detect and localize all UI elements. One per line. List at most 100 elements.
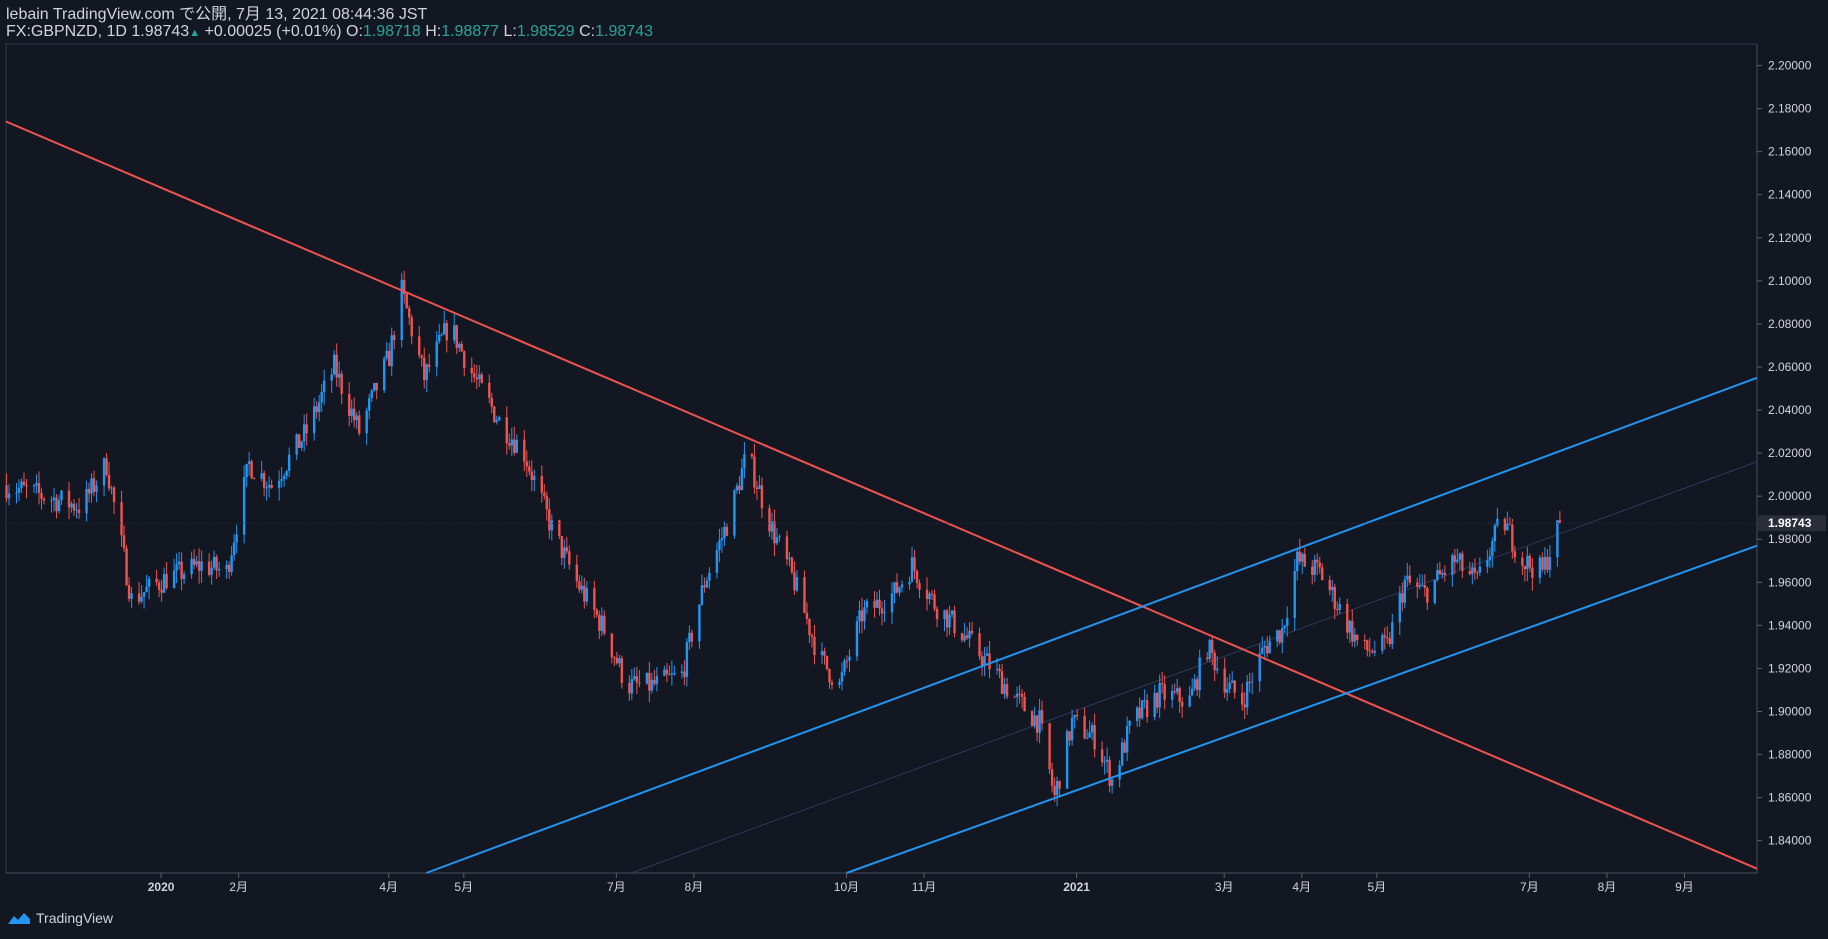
candle-body — [1451, 555, 1454, 575]
candle-body — [1000, 671, 1004, 694]
candle-body — [297, 434, 301, 448]
candle-body — [453, 325, 456, 341]
candle-body — [57, 500, 61, 512]
candle-body — [52, 497, 56, 501]
candle-body — [910, 557, 914, 582]
candle-body — [312, 406, 316, 434]
trendline-channel-upper[interactable] — [425, 376, 1758, 874]
candle-body — [182, 574, 186, 579]
candle-body — [915, 570, 919, 584]
candle-body — [1346, 604, 1349, 633]
candle-body — [1188, 695, 1191, 707]
candle-body — [523, 439, 526, 462]
candle-body — [1331, 586, 1334, 591]
candle-body — [420, 355, 423, 358]
candle-body — [1193, 679, 1196, 689]
candle-body — [1383, 635, 1386, 638]
trendlines-layer[interactable] — [5, 120, 1758, 874]
candle-body — [70, 503, 73, 508]
candle-body — [533, 475, 536, 481]
trendline-channel-lower[interactable] — [846, 544, 1758, 874]
candle-body — [37, 483, 41, 493]
candle-body — [1328, 580, 1331, 591]
candle-body — [778, 536, 781, 538]
time-tick-label: 8月 — [1598, 880, 1617, 894]
candle-body — [1436, 570, 1439, 580]
candle-body — [708, 572, 711, 581]
candle-body — [1241, 692, 1244, 705]
candle-body — [1128, 720, 1131, 727]
candle-body — [140, 596, 143, 602]
candle-body — [600, 615, 604, 631]
candle-body — [665, 669, 669, 675]
candle-body — [793, 572, 796, 591]
candle-body — [42, 498, 46, 501]
candle-body — [165, 574, 168, 589]
candle-body — [1038, 710, 1041, 733]
candle-body — [458, 343, 461, 348]
candle-body — [1468, 570, 1472, 575]
time-axis[interactable]: 2020 2月 4月 5月 7月 8月 10月 11月 2021 3月 4月 5月 7月 8月 9月 — [148, 873, 1694, 894]
candle-body — [1543, 556, 1547, 570]
candle-body — [928, 593, 931, 600]
candle-body — [40, 492, 43, 499]
candle-body — [215, 556, 218, 571]
candle-body — [823, 651, 826, 656]
candle-body — [963, 635, 966, 641]
candle-body — [1030, 711, 1034, 726]
candle-body — [157, 582, 161, 590]
candle-body — [578, 581, 581, 590]
candle-body — [340, 373, 343, 394]
candle-body — [610, 633, 614, 658]
candle-body — [738, 485, 741, 491]
price-tick-label: 1.94000 — [1768, 618, 1812, 632]
price-axis[interactable]: 2.20000 2.18000 2.16000 2.14000 2.12000 2.100… — [6, 59, 1826, 848]
candle-body — [1135, 707, 1139, 721]
candle-body — [563, 547, 566, 558]
candle-body — [110, 487, 113, 489]
time-tick-label: 11月 — [912, 880, 936, 894]
candle-body — [1018, 693, 1021, 695]
candle-body — [1503, 518, 1507, 531]
candle-body — [1363, 640, 1366, 642]
price-tick-label: 2.08000 — [1768, 317, 1812, 331]
candle-body — [550, 520, 554, 531]
candle-body — [322, 380, 326, 393]
candle-body — [1473, 567, 1477, 573]
candle-body — [968, 630, 971, 639]
candle-body — [773, 521, 776, 544]
candle-body — [933, 594, 936, 609]
candle-body — [250, 461, 253, 479]
candle-body — [1508, 523, 1512, 525]
candle-body — [375, 383, 378, 391]
candle-body — [758, 485, 761, 490]
candle-body — [1180, 701, 1184, 707]
candle-body — [478, 374, 481, 380]
trendline-resistance[interactable] — [5, 120, 1758, 870]
candle-body — [1068, 731, 1071, 741]
tradingview-logo-icon — [8, 913, 30, 924]
candle-body — [1155, 693, 1159, 708]
candle-body — [302, 424, 306, 442]
candle-body — [1138, 707, 1141, 719]
candle-body — [77, 509, 81, 514]
candle-body — [1333, 586, 1336, 609]
candle-body — [855, 621, 859, 657]
last-price: 1.98743 — [131, 23, 190, 40]
close-label: C: — [579, 23, 596, 40]
candle-body — [1003, 684, 1006, 694]
candle-body — [805, 613, 809, 619]
candle-body — [332, 354, 336, 375]
candle-body — [210, 567, 213, 575]
candle-body — [147, 578, 151, 587]
candle-body — [352, 408, 356, 421]
candle-body — [1246, 681, 1249, 708]
candle-body — [1513, 551, 1517, 558]
symbol-label[interactable]: FX:GBPNZD, 1D — [6, 23, 127, 40]
candle-body — [1198, 657, 1201, 691]
candle-body — [925, 589, 929, 600]
time-tick-label: 8月 — [685, 880, 704, 894]
candle-body — [1486, 560, 1489, 567]
candle-body — [1416, 582, 1419, 587]
